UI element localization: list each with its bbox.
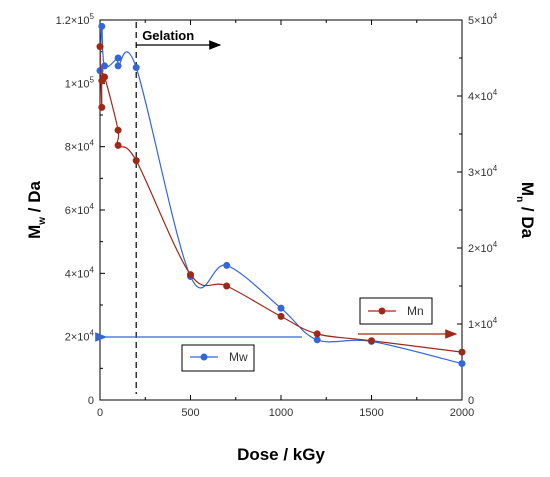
- y-right-tick-label: 1×104: [468, 316, 498, 331]
- legend-label-mn: Mn: [407, 304, 424, 318]
- data-point-mw: [98, 22, 106, 30]
- x-tick-label: 500: [181, 407, 199, 419]
- plot-area: [99, 19, 463, 401]
- data-point-mn: [98, 103, 106, 111]
- y-right-title-main: M: [518, 182, 537, 196]
- y-right-tick-label: 5×104: [468, 12, 498, 27]
- gelation-marker: Gelation: [135, 22, 222, 394]
- data-point-mw: [277, 304, 285, 312]
- data-point-mn: [101, 73, 109, 81]
- y-left-title-main: M: [25, 225, 44, 239]
- data-point-mn: [114, 126, 122, 134]
- y-right-tick-label: 3×104: [468, 164, 498, 179]
- data-point-mw: [313, 336, 321, 344]
- data-point-mw: [132, 64, 140, 71]
- x-tick-label: 2000: [450, 407, 474, 419]
- x-tick-label: 1500: [359, 407, 383, 419]
- y-right-tick-label: 0: [468, 395, 474, 407]
- x-tick-label: 1000: [269, 407, 293, 419]
- data-point-mn: [458, 348, 466, 356]
- data-point-mn: [132, 157, 140, 165]
- gelation-label: Gelation: [142, 28, 194, 43]
- y-left-tick-label: 4×104: [65, 265, 95, 280]
- y-right-title-rest: / Da: [518, 202, 537, 238]
- y-left-axis-title: Mw / Da: [25, 181, 48, 239]
- data-point-mw: [114, 62, 122, 70]
- axis-ticks: 0 500 1000 1500 200002×1044×1046×1048×1041×1…: [56, 12, 498, 419]
- legend-label-mw: Mw: [229, 350, 248, 364]
- data-point-mn: [313, 330, 321, 338]
- data-point-mw: [458, 360, 466, 368]
- legends: Mw Mn: [95, 297, 458, 372]
- data-point-mw: [101, 62, 109, 70]
- y-left-tick-label: 0: [88, 395, 94, 407]
- legend-box-mw: [181, 344, 255, 372]
- data-point-mn: [368, 337, 375, 345]
- y-left-tick-label: 2×104: [65, 329, 95, 344]
- data-point-mw: [96, 67, 104, 75]
- y-left-title-rest: / Da: [25, 181, 44, 217]
- data-point-mw: [114, 54, 122, 62]
- series-mw: [96, 22, 466, 368]
- svg-text:Mn / Da: Mn / Da: [514, 182, 537, 239]
- x-axis-title: Dose / kGy: [237, 445, 325, 464]
- data-point-mn: [187, 271, 194, 279]
- y-right-axis-title: Mn / Da: [514, 182, 537, 239]
- data-point-mn: [96, 43, 104, 51]
- data-point-mn: [114, 141, 122, 149]
- y-right-tick-label: 2×104: [468, 240, 498, 255]
- x-tick-label: 0: [97, 407, 103, 419]
- data-point-mw: [223, 261, 231, 269]
- y-left-tick-label: 6×104: [65, 202, 95, 217]
- data-point-mn: [277, 312, 285, 320]
- svg-text:Mw / Da: Mw / Da: [25, 181, 48, 239]
- y-left-tick-label: 8×104: [65, 139, 95, 154]
- series-mn: [96, 43, 466, 356]
- data-point-mn: [223, 282, 231, 290]
- y-left-title-sub: w: [37, 217, 48, 226]
- y-left-tick-label: 1×105: [65, 75, 95, 90]
- legend-marker-mw: [200, 353, 208, 361]
- y-right-tick-label: 4×104: [468, 88, 498, 103]
- y-left-tick-label: 1.2×105: [56, 12, 95, 27]
- legend-marker-mn: [378, 307, 386, 315]
- y-right-title-sub: n: [514, 196, 525, 202]
